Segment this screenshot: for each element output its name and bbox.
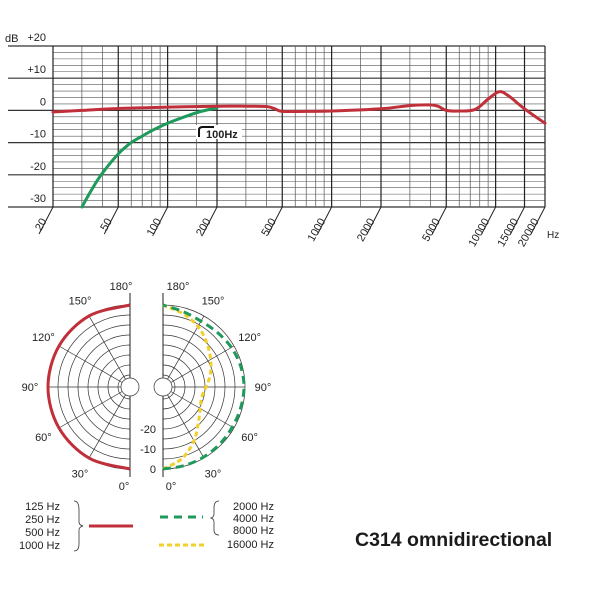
legend-label-red-group: 1000 Hz — [19, 540, 60, 552]
angle-label-right: 180° — [167, 281, 190, 293]
angle-label-left: 0° — [119, 481, 130, 493]
legend-label-red-group: 500 Hz — [25, 527, 60, 539]
x-tick-slash — [431, 206, 447, 235]
y-tick-label: -10 — [30, 129, 46, 141]
angle-label-left: 60° — [35, 432, 52, 444]
x-tick-slash — [510, 206, 525, 235]
radial-label: 0 — [150, 464, 156, 476]
legend-label-yellow: 16000 Hz — [227, 539, 274, 551]
x-tick-label: 20 — [33, 217, 50, 234]
legend-brace-right — [209, 500, 220, 536]
angle-label-right: 120° — [238, 332, 261, 344]
angle-label-right: 90° — [255, 382, 272, 394]
angle-label-right: 150° — [202, 295, 225, 307]
annotation-label: 100Hz — [206, 129, 238, 141]
x-tick-label: 50 — [98, 217, 115, 234]
y-axis-label: dB — [5, 33, 18, 45]
y-tick-label: 0 — [40, 96, 46, 108]
angle-label-left: 180° — [110, 281, 133, 293]
polar-spoke — [58, 391, 123, 429]
x-tick-slash — [530, 206, 546, 235]
y-tick-label: +10 — [27, 64, 46, 76]
legend-brace-left — [73, 500, 84, 552]
polar-spoke — [170, 345, 235, 383]
angle-label-left: 90° — [22, 382, 39, 394]
polar-curve-yellow — [162, 303, 213, 471]
legend-label-green-group: 2000 Hz — [233, 501, 274, 513]
angle-label-right: 30° — [205, 469, 222, 481]
x-tick-slash — [317, 206, 333, 235]
polar-spoke — [88, 394, 126, 459]
radial-label: -10 — [140, 444, 156, 456]
x-tick-label: 20000 — [516, 217, 542, 249]
y-tick-label: -30 — [30, 193, 46, 205]
radial-label: -20 — [140, 424, 156, 436]
polar-curve-red — [46, 303, 131, 471]
polar-center — [153, 377, 173, 397]
x-tick-label: 5000 — [420, 217, 443, 244]
polar-spoke — [88, 315, 126, 380]
chart-caption: C314 omnidirectional — [355, 529, 553, 551]
x-tick-slash — [38, 206, 54, 235]
legend-label-green-group: 4000 Hz — [233, 513, 274, 525]
x-tick-slash — [366, 206, 382, 235]
polar-spoke — [167, 394, 205, 459]
x-tick-slash — [153, 206, 169, 235]
x-tick-slash — [202, 206, 218, 235]
annotation-box — [196, 125, 242, 139]
x-axis-label: Hz — [547, 230, 559, 241]
response-curve-green — [80, 106, 219, 209]
angle-label-left: 150° — [69, 295, 92, 307]
y-tick-label: -20 — [30, 161, 46, 173]
highpass-filter-icon — [198, 126, 214, 137]
angle-label-left: 30° — [72, 469, 89, 481]
x-tick-slash — [481, 206, 497, 235]
x-tick-label: 2000 — [355, 217, 378, 244]
legend-label-green-group: 8000 Hz — [233, 525, 274, 537]
polar-spoke — [58, 345, 123, 383]
y-tick-label: +20 — [27, 32, 46, 44]
polar-center — [120, 377, 140, 397]
polar-curve-green — [162, 303, 246, 471]
angle-label-right: 60° — [241, 432, 258, 444]
response-curve-red — [51, 90, 547, 125]
x-tick-label: 1000 — [306, 217, 329, 244]
legend-label-red-group: 250 Hz — [25, 514, 60, 526]
x-tick-slash — [267, 206, 283, 235]
polar-spoke — [170, 391, 235, 429]
angle-label-right: 0° — [166, 481, 177, 493]
x-tick-slash — [103, 206, 119, 235]
x-tick-label: 10000 — [467, 217, 493, 249]
legend-label-red-group: 125 Hz — [25, 501, 60, 513]
angle-label-left: 120° — [32, 332, 55, 344]
